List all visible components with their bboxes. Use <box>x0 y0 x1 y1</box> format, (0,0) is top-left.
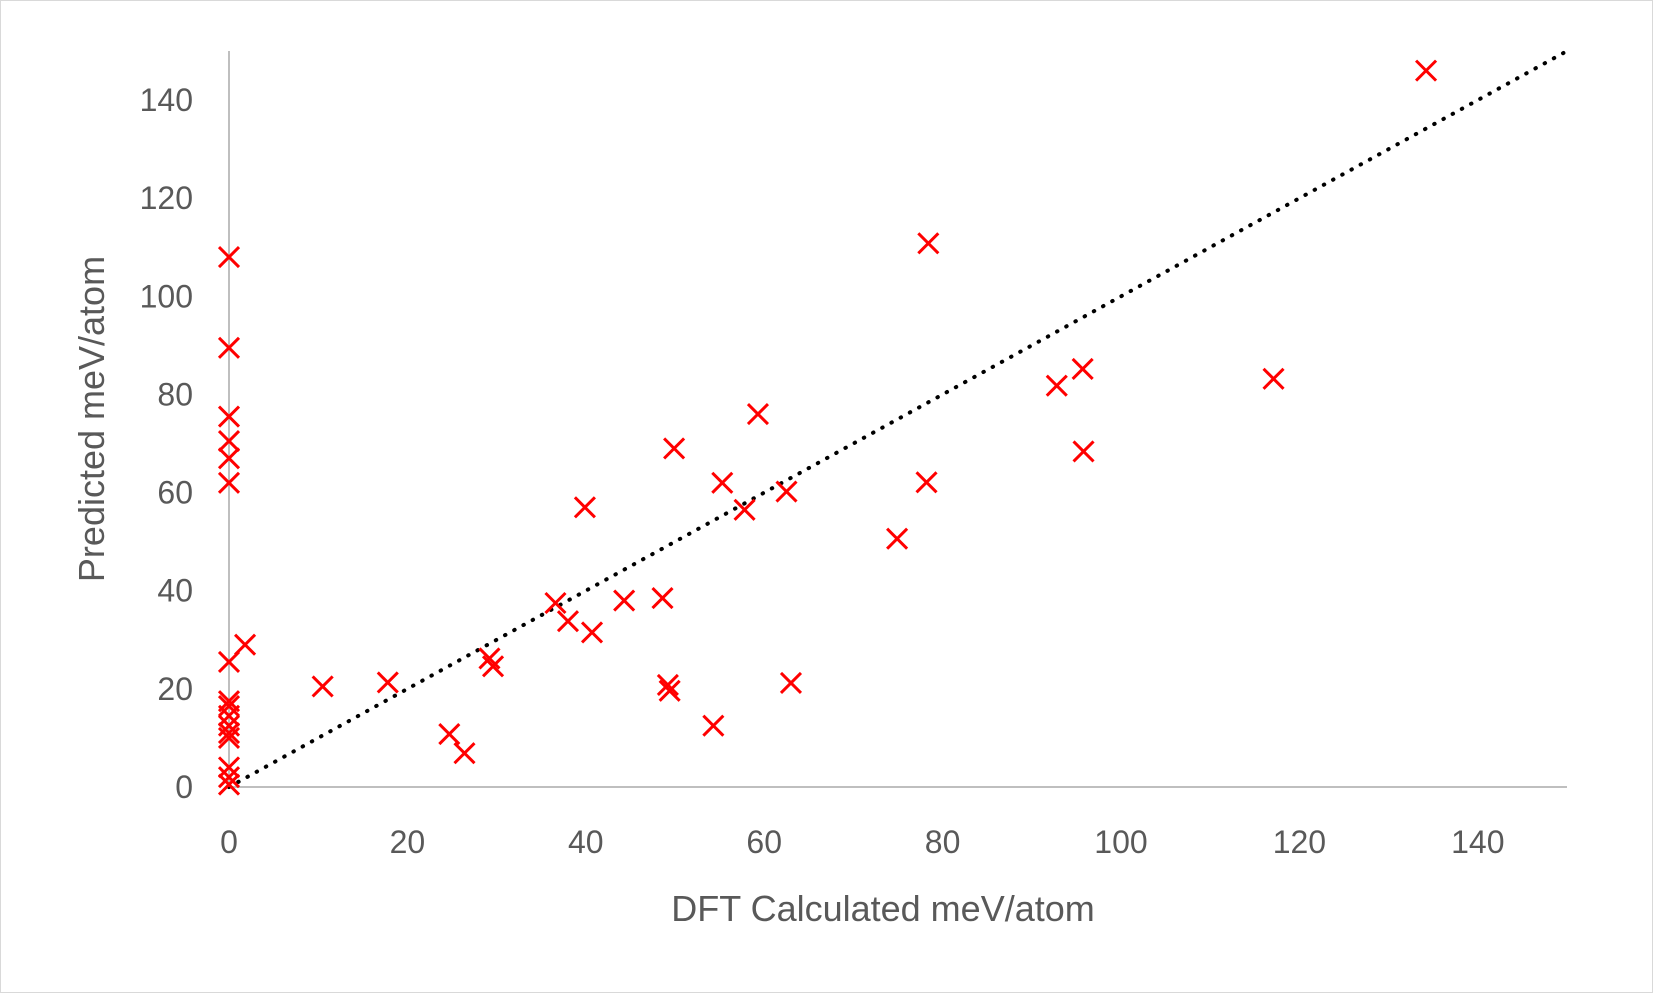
data-point <box>658 679 681 702</box>
y-tick-label: 60 <box>157 475 193 511</box>
data-point <box>217 773 241 796</box>
x-tick-label: 60 <box>746 824 782 860</box>
x-tick-label: 140 <box>1451 824 1504 860</box>
data-point <box>775 480 798 503</box>
y-tick-label: 140 <box>140 82 193 118</box>
data-point <box>556 610 580 633</box>
x-tick-label: 0 <box>220 824 238 860</box>
data-point <box>376 671 399 694</box>
data-point <box>915 471 938 494</box>
y-tick-label: 40 <box>157 573 193 609</box>
y-tick-label: 20 <box>157 671 193 707</box>
data-point <box>217 405 241 428</box>
y-tick-label: 80 <box>157 376 193 412</box>
data-point <box>217 726 241 749</box>
data-point <box>656 673 679 697</box>
data-point <box>217 756 241 779</box>
x-axis-title: DFT Calculated meV/atom <box>671 888 1095 929</box>
tick-labels-group: 0 20 40 60 80 100 120 140 0 20 40 60 80 100 120 140 <box>140 82 1505 860</box>
y-axis-title: Predicted meV/atom <box>71 256 112 582</box>
data-point <box>779 671 803 695</box>
data-point <box>217 721 241 745</box>
data-point <box>711 471 734 494</box>
data-point <box>217 246 241 269</box>
data-point <box>733 498 756 521</box>
data-point <box>217 336 241 359</box>
data-point <box>580 621 604 644</box>
data-points-group <box>217 59 1438 796</box>
data-point <box>217 766 241 789</box>
x-tick-label: 40 <box>568 824 604 860</box>
data-point <box>438 722 461 746</box>
data-point <box>613 589 636 612</box>
data-point <box>544 591 567 615</box>
data-point <box>217 694 241 718</box>
x-tick-label: 80 <box>925 824 961 860</box>
data-point <box>886 527 909 550</box>
data-point <box>746 403 770 426</box>
data-point <box>233 633 257 656</box>
axes-group <box>228 51 1567 788</box>
data-point <box>311 675 334 698</box>
y-tick-label: 100 <box>140 278 193 314</box>
data-point <box>1072 440 1095 463</box>
data-point <box>217 471 241 494</box>
data-point <box>1071 357 1094 381</box>
data-point <box>1415 59 1438 82</box>
data-point <box>453 742 476 765</box>
data-point <box>917 232 940 255</box>
data-point <box>702 714 725 737</box>
x-tick-label: 120 <box>1273 824 1326 860</box>
y-tick-label: 0 <box>175 769 193 805</box>
data-point <box>573 496 596 519</box>
y-tick-label: 120 <box>140 180 193 216</box>
x-tick-label: 100 <box>1094 824 1147 860</box>
data-point <box>217 430 241 453</box>
data-point <box>663 437 686 460</box>
trendline <box>227 49 1569 789</box>
data-point <box>481 655 505 678</box>
data-point <box>217 447 241 470</box>
x-tick-label: 20 <box>390 824 426 860</box>
data-point <box>478 647 501 670</box>
data-point <box>217 704 241 727</box>
data-point <box>1045 374 1068 397</box>
data-point <box>1262 367 1285 390</box>
data-point <box>651 587 674 610</box>
